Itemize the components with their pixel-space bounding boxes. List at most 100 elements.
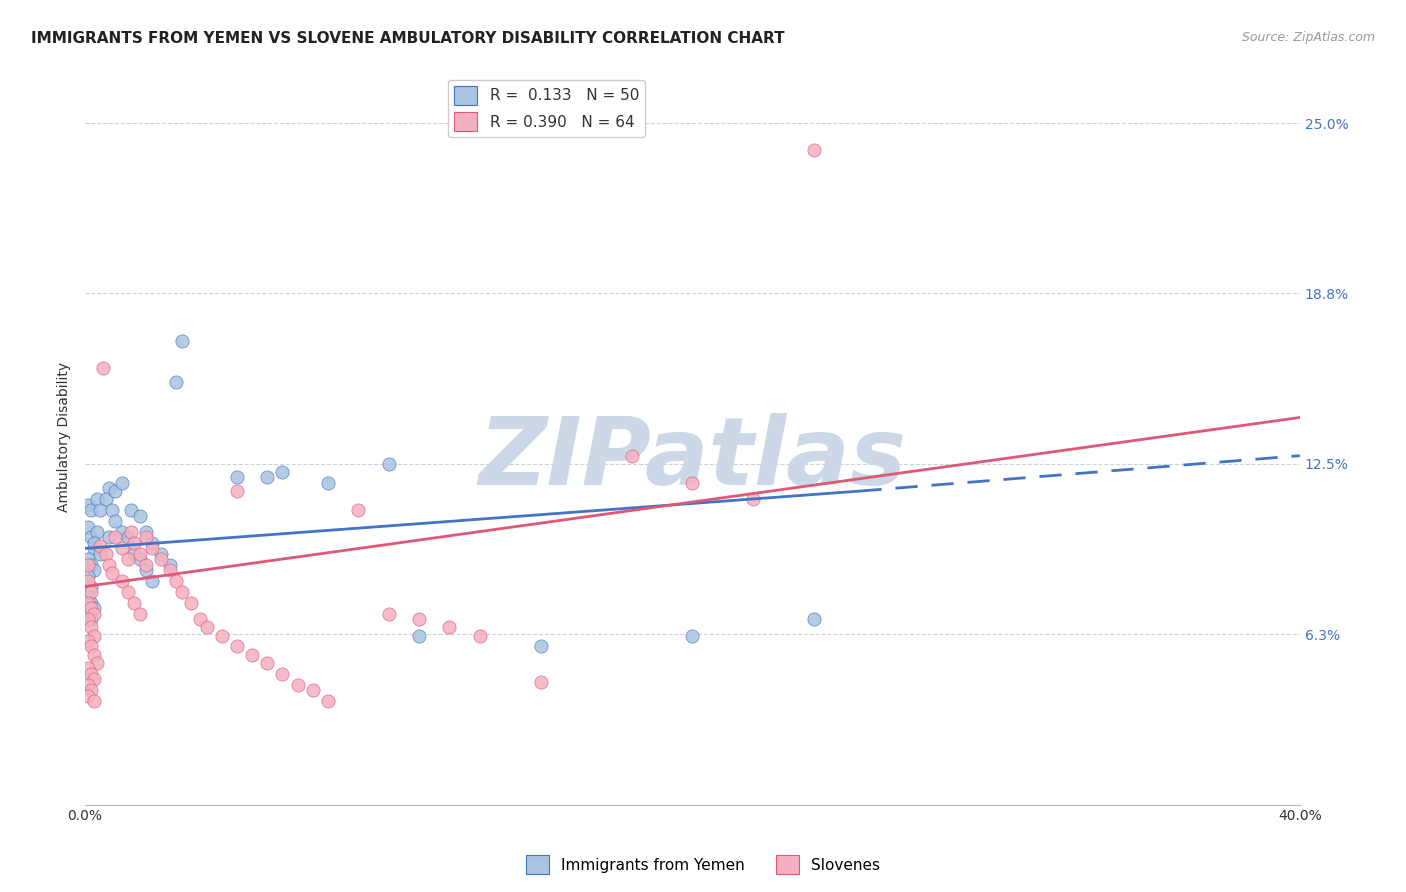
Point (80, 580, 103, 594)
Point (681, 629, 703, 643)
Point (77, 552, 100, 566)
Point (271, 465, 294, 479)
Point (316, 475, 339, 490)
Point (77, 558, 100, 572)
Point (80, 596, 103, 610)
Point (135, 563, 157, 577)
Point (77, 612, 100, 626)
Point (141, 574, 163, 588)
Point (190, 612, 212, 626)
Point (80, 601, 103, 615)
Point (101, 503, 124, 517)
Text: IMMIGRANTS FROM YEMEN VS SLOVENE AMBULATORY DISABILITY CORRELATION CHART: IMMIGRANTS FROM YEMEN VS SLOVENE AMBULAT… (31, 31, 785, 46)
Point (96, 492, 118, 507)
Point (80, 558, 103, 572)
Point (195, 620, 218, 634)
Point (110, 524, 132, 539)
Point (408, 612, 430, 626)
Point (80, 683, 103, 698)
Point (742, 492, 765, 507)
Point (271, 666, 294, 681)
Point (110, 475, 132, 490)
Point (135, 524, 157, 539)
Point (77, 596, 100, 610)
Point (117, 552, 139, 566)
Point (77, 689, 100, 703)
Point (408, 629, 430, 643)
Point (347, 503, 370, 517)
Point (150, 547, 173, 561)
Point (101, 566, 124, 580)
Point (104, 531, 127, 545)
Point (77, 661, 100, 675)
Point (316, 694, 339, 708)
Point (180, 596, 202, 610)
Point (80, 640, 103, 654)
Text: Source: ZipAtlas.com: Source: ZipAtlas.com (1241, 31, 1375, 45)
Point (77, 591, 100, 605)
Point (159, 558, 181, 572)
Point (172, 334, 194, 348)
Point (80, 666, 103, 681)
Point (226, 640, 249, 654)
Point (135, 558, 157, 572)
Point (83, 648, 105, 662)
Point (83, 607, 105, 621)
Point (117, 531, 139, 545)
Point (378, 457, 401, 471)
Point (80, 585, 103, 599)
Point (98, 531, 121, 545)
Point (98, 558, 121, 572)
Point (77, 574, 100, 588)
Point (117, 585, 139, 599)
Point (803, 612, 825, 626)
Point (83, 601, 105, 615)
Point (77, 568, 100, 582)
Point (122, 547, 145, 561)
Point (165, 574, 187, 588)
Point (86, 656, 108, 670)
Point (287, 678, 309, 692)
Point (439, 620, 461, 634)
Point (378, 607, 401, 621)
Point (128, 508, 150, 523)
Point (128, 547, 150, 561)
Point (86, 524, 108, 539)
Point (681, 475, 703, 490)
Point (83, 541, 105, 556)
Point (128, 607, 150, 621)
Legend: Immigrants from Yemen, Slovenes: Immigrants from Yemen, Slovenes (520, 849, 886, 880)
Point (120, 524, 142, 539)
Point (122, 596, 145, 610)
Point (77, 634, 100, 648)
Point (83, 563, 105, 577)
Point (83, 672, 105, 686)
Point (80, 620, 103, 634)
Point (96, 547, 118, 561)
Point (104, 484, 127, 499)
Point (468, 629, 491, 643)
Point (128, 552, 150, 566)
Point (110, 541, 132, 556)
Point (135, 531, 157, 545)
Point (91, 361, 114, 376)
Text: ZIPatlas: ZIPatlas (478, 413, 907, 505)
Point (120, 503, 142, 517)
Point (104, 514, 127, 528)
Point (89, 547, 111, 561)
Point (77, 519, 100, 533)
Point (159, 563, 181, 577)
Point (256, 470, 278, 484)
Point (529, 640, 551, 654)
Point (240, 648, 263, 662)
Point (83, 629, 105, 643)
Point (122, 536, 145, 550)
Y-axis label: Ambulatory Disability: Ambulatory Disability (58, 361, 72, 512)
Point (529, 675, 551, 690)
Point (80, 531, 103, 545)
Point (226, 470, 249, 484)
Point (89, 503, 111, 517)
Point (302, 683, 325, 698)
Point (83, 694, 105, 708)
Point (110, 574, 132, 588)
